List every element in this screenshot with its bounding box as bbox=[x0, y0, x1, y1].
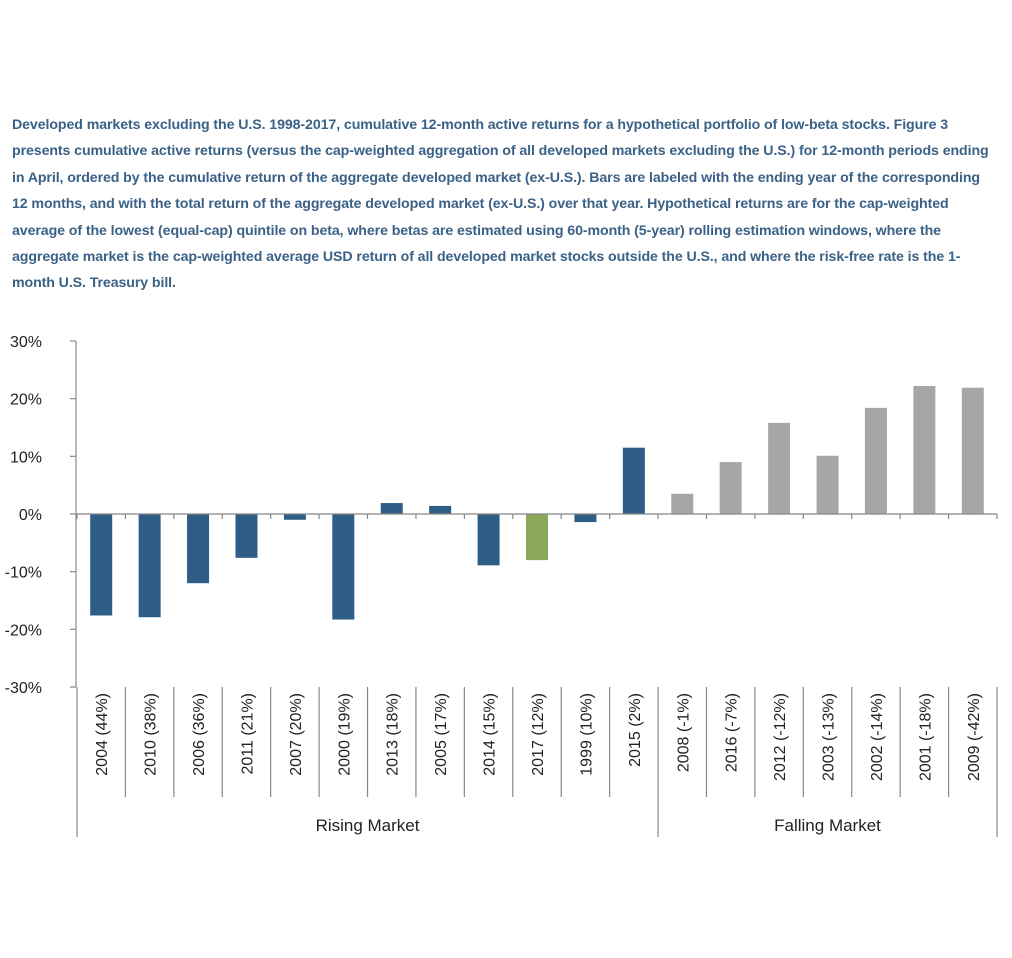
y-tick-label: 20% bbox=[10, 392, 42, 409]
x-tick-label: 1999 (10%) bbox=[578, 693, 595, 776]
x-tick-label: 2010 (38%) bbox=[143, 693, 160, 776]
x-tick-label: 2011 (21%) bbox=[239, 693, 256, 775]
bar bbox=[622, 447, 645, 514]
x-tick-label: 2006 (36%) bbox=[191, 693, 208, 776]
group-label: Falling Market bbox=[774, 816, 881, 835]
bar bbox=[138, 514, 161, 618]
bar bbox=[864, 407, 887, 514]
bar bbox=[671, 493, 694, 514]
y-tick-label: -20% bbox=[5, 622, 42, 639]
bar bbox=[526, 514, 548, 561]
bar bbox=[283, 514, 306, 520]
bar bbox=[574, 514, 597, 523]
y-tick-label: 30% bbox=[10, 334, 42, 351]
bars bbox=[90, 385, 984, 620]
y-tick-label: 10% bbox=[10, 449, 42, 466]
x-tick-label: 2016 (-7%) bbox=[724, 693, 741, 772]
bar bbox=[913, 385, 936, 514]
x-axis: 2004 (44%) 2010 (38%) 2006 (36%) 2011 (21%)… bbox=[76, 513, 998, 837]
bar bbox=[477, 514, 500, 566]
group-label: Rising Market bbox=[316, 816, 420, 835]
bar bbox=[235, 514, 258, 558]
chart-caption: Developed markets excluding the U.S. 199… bbox=[12, 117, 989, 292]
bar bbox=[332, 514, 355, 620]
y-tick-label: 0% bbox=[19, 507, 42, 524]
x-tick-label: 2013 (18%) bbox=[385, 693, 402, 776]
bar bbox=[961, 387, 984, 514]
x-tick-label: 2007 (20%) bbox=[288, 693, 305, 776]
bar bbox=[816, 455, 839, 514]
x-tick-label: 2017 (12%) bbox=[530, 693, 547, 776]
bar bbox=[90, 514, 113, 616]
y-tick-label: -10% bbox=[5, 565, 42, 582]
x-tick-label: 2002 (-14%) bbox=[869, 693, 886, 781]
x-tick-label: 2003 (-13%) bbox=[821, 693, 838, 781]
y-tick-label: -30% bbox=[5, 680, 42, 697]
x-tick-label: 2004 (44%) bbox=[94, 693, 111, 776]
bar bbox=[768, 422, 791, 514]
x-tick-label: 2008 (-1%) bbox=[675, 693, 692, 772]
bar bbox=[380, 503, 403, 514]
x-tick-label: 2015 (2%) bbox=[627, 693, 644, 767]
x-tick-label: 2000 (19%) bbox=[336, 693, 353, 776]
x-tick-label: 2012 (-12%) bbox=[772, 693, 789, 781]
bar bbox=[429, 505, 452, 514]
bar bbox=[187, 514, 210, 584]
x-tick-label: 2014 (15%) bbox=[482, 693, 499, 776]
bar bbox=[719, 462, 742, 514]
y-axis: 30% 20% 10% 0% -10% -20% -30% bbox=[5, 334, 77, 697]
x-tick-label: 2005 (17%) bbox=[433, 693, 450, 776]
x-tick-label: 2009 (-42%) bbox=[966, 693, 983, 781]
x-tick-label: 2001 (-18%) bbox=[917, 693, 934, 781]
